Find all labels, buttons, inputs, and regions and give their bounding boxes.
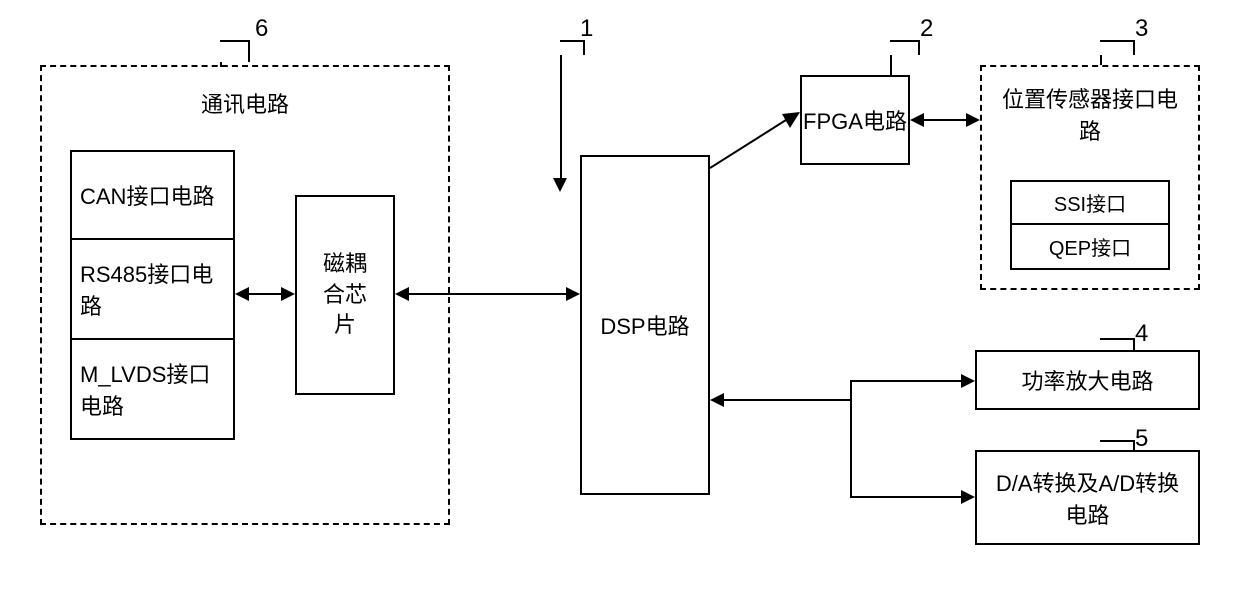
- conn-dsp-fpga: [710, 110, 800, 170]
- conn-branch-power: [852, 380, 963, 382]
- conn-mag-dsp-l: [395, 287, 409, 301]
- ssi-interface-box: SSI接口: [1010, 180, 1170, 225]
- conn-if-mag: [247, 293, 283, 295]
- da-ad-label: D/A转换及A/D转换电路: [985, 466, 1190, 530]
- leader-2-bracket: [890, 40, 920, 55]
- can-interface-box: CAN接口电路: [70, 150, 235, 240]
- conn-fpga-pos: [922, 119, 968, 121]
- conn-if-mag-l: [235, 287, 249, 301]
- dsp-circuit-label: DSP电路: [600, 309, 689, 341]
- mlvds-interface-box: M_LVDS接口电路: [70, 340, 235, 440]
- da-ad-box: D/A转换及A/D转换电路: [975, 450, 1200, 545]
- mag-coupling-chip-label: 磁耦合芯片: [323, 249, 367, 341]
- conn-if-mag-r: [281, 287, 295, 301]
- dsp-circuit-box: DSP电路: [580, 155, 710, 495]
- conn-dsp-branch-l: [710, 393, 724, 407]
- conn-branch-daad: [852, 496, 963, 498]
- conn-mag-dsp: [407, 293, 568, 295]
- conn-branch-daad-r: [961, 490, 975, 504]
- conn-fpga-pos-l: [910, 113, 924, 127]
- leader-6-bracket: [220, 40, 250, 62]
- label-2: 2: [920, 15, 933, 43]
- conn-dsp-branch-h: [722, 399, 852, 401]
- label-4: 4: [1135, 320, 1148, 348]
- power-amp-label: 功率放大电路: [1021, 364, 1153, 396]
- label-6: 6: [255, 15, 268, 43]
- rs485-interface-box: RS485接口电路: [70, 240, 235, 340]
- leader-3-line: [1100, 55, 1102, 65]
- power-amp-box: 功率放大电路: [975, 350, 1200, 410]
- conn-branch-v: [850, 380, 852, 498]
- qep-interface-box: QEP接口: [1010, 225, 1170, 270]
- mlvds-interface-label: M_LVDS接口电路: [80, 357, 225, 421]
- label-5: 5: [1135, 425, 1148, 453]
- conn-branch-power-r: [961, 374, 975, 388]
- mag-coupling-chip-box: 磁耦合芯片: [295, 195, 395, 395]
- label-1: 1: [580, 15, 593, 43]
- leader-2-line: [890, 55, 892, 75]
- leader-4-bracket: [1100, 338, 1135, 350]
- fpga-circuit-label: FPGA电路: [803, 104, 907, 136]
- can-interface-label: CAN接口电路: [80, 179, 214, 211]
- fpga-circuit-box: FPGA电路: [800, 75, 910, 165]
- position-sensor-title: 位置传感器接口电路: [982, 82, 1198, 146]
- conn-mag-dsp-r: [566, 287, 580, 301]
- label-3: 3: [1135, 15, 1148, 43]
- rs485-interface-label: RS485接口电路: [80, 257, 225, 321]
- leader-6-line: [220, 62, 222, 67]
- leader-3-bracket: [1100, 40, 1135, 55]
- ssi-interface-label: SSI接口: [1054, 188, 1126, 217]
- leader-1-bracket: [560, 40, 585, 55]
- leader-1-arrow: [553, 178, 567, 192]
- leader-1-line: [560, 55, 562, 180]
- comm-circuit-title: 通讯电路: [42, 87, 448, 119]
- qep-interface-label: QEP接口: [1049, 232, 1131, 261]
- leader-5-bracket: [1100, 440, 1135, 450]
- conn-fpga-pos-r: [966, 113, 980, 127]
